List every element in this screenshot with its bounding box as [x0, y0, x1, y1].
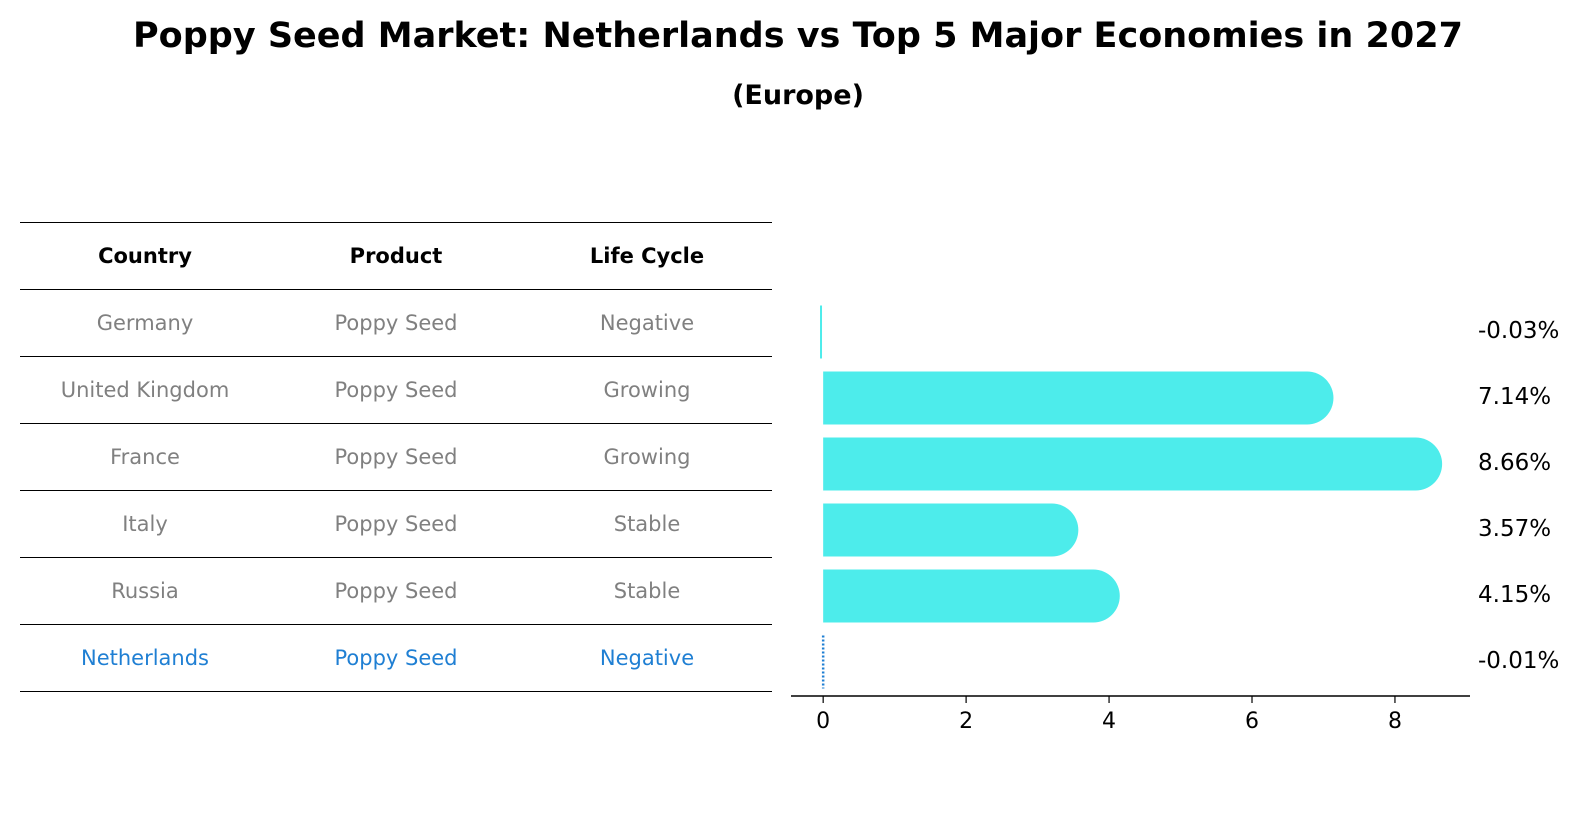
- table-header-row: Country Product Life Cycle: [20, 222, 772, 290]
- bar: [823, 569, 1120, 623]
- data-label: -0.03%: [1478, 318, 1559, 344]
- cell-country: Germany: [96, 311, 194, 335]
- country-table: Country Product Life Cycle Germany Poppy…: [20, 222, 772, 692]
- data-label: 3.57%: [1478, 516, 1551, 542]
- cell-life-cycle: Growing: [603, 445, 691, 469]
- header-country: Country: [98, 244, 192, 268]
- cell-life-cycle: Negative: [599, 646, 695, 670]
- header-product: Product: [349, 244, 443, 268]
- cell-country: Netherlands: [80, 646, 209, 670]
- data-label: 8.66%: [1478, 450, 1551, 476]
- chart-subtitle: (Europe): [732, 80, 864, 111]
- bar: [823, 437, 1443, 491]
- header-life-cycle: Life Cycle: [589, 244, 705, 268]
- table-row: Germany Poppy Seed Negative: [20, 290, 772, 357]
- cell-life-cycle: Stable: [613, 579, 681, 603]
- data-label: 4.15%: [1478, 582, 1551, 608]
- table-row: United Kingdom Poppy Seed Growing: [20, 357, 772, 424]
- cell-product: Poppy Seed: [334, 646, 458, 670]
- bar: [823, 503, 1079, 557]
- cell-country: United Kingdom: [60, 378, 230, 402]
- cell-country: France: [110, 445, 180, 469]
- table-row: Italy Poppy Seed Stable: [20, 491, 772, 558]
- cell-country: Russia: [111, 579, 179, 603]
- x-tick-label: 0: [816, 709, 830, 734]
- table-row: Russia Poppy Seed Stable: [20, 558, 772, 625]
- cell-life-cycle: Stable: [613, 512, 681, 536]
- chart-title: Poppy Seed Market: Netherlands vs Top 5 …: [133, 16, 1463, 56]
- cell-product: Poppy Seed: [334, 512, 458, 536]
- x-tick-label: 8: [1388, 709, 1402, 734]
- cell-country: Italy: [122, 512, 168, 536]
- x-tick-label: 4: [1102, 709, 1116, 734]
- bar: [820, 305, 823, 359]
- x-tick-label: 2: [959, 709, 973, 734]
- data-label: 7.14%: [1478, 384, 1551, 410]
- cell-product: Poppy Seed: [334, 311, 458, 335]
- cell-product: Poppy Seed: [334, 445, 458, 469]
- cell-product: Poppy Seed: [334, 579, 458, 603]
- x-tick-label: 6: [1245, 709, 1259, 734]
- table-row: France Poppy Seed Growing: [20, 424, 772, 491]
- cell-life-cycle: Negative: [599, 311, 695, 335]
- cell-product: Poppy Seed: [334, 378, 458, 402]
- data-label: -0.01%: [1478, 648, 1559, 674]
- bar: [823, 371, 1334, 425]
- table-row-highlighted: Netherlands Poppy Seed Negative: [20, 625, 772, 692]
- cell-life-cycle: Growing: [603, 378, 691, 402]
